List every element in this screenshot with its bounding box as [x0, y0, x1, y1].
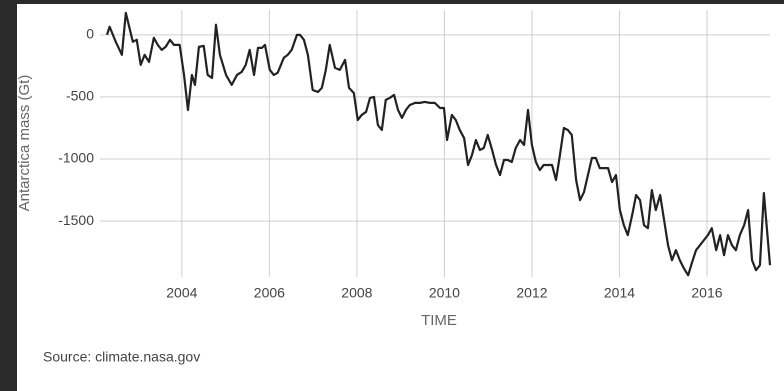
x-tick-label: 2014	[604, 285, 635, 301]
y-tick-label: -1500	[58, 212, 94, 228]
y-tick-label: -1000	[58, 150, 94, 166]
data-line	[105, 11, 772, 277]
x-axis-label: TIME	[421, 312, 457, 329]
x-tick-label: 2006	[254, 285, 285, 301]
y-tick-label: -500	[66, 88, 94, 104]
x-tick-label: 2012	[516, 285, 547, 301]
y-axis-label: Antarctica mass (Gt)	[16, 75, 33, 212]
x-tick-label: 2016	[691, 285, 722, 301]
panel	[17, 4, 784, 391]
x-tick-label: 2010	[429, 285, 460, 301]
y-tick-label: 0	[86, 26, 94, 42]
x-tick-label: 2004	[166, 285, 197, 301]
x-tick-label: 2008	[341, 285, 372, 301]
source: Source: climate.nasa.gov	[43, 349, 200, 365]
